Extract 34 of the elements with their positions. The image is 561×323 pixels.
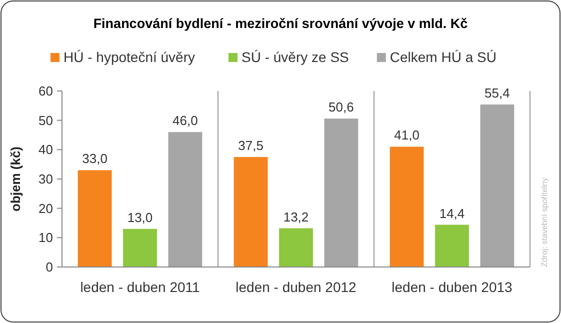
x-tick-label: leden - duben 2012 bbox=[236, 279, 357, 295]
data-label: 14,4 bbox=[439, 206, 465, 221]
x-tick-label: leden - duben 2013 bbox=[392, 279, 513, 295]
bar bbox=[78, 170, 112, 267]
legend-label: HÚ - hypoteční úvěry bbox=[64, 49, 195, 65]
y-axis-title: objem (kč) bbox=[8, 146, 23, 212]
bar bbox=[279, 228, 313, 267]
legend-label: Celkem HÚ a SÚ bbox=[390, 49, 496, 65]
y-tick-label: 30 bbox=[38, 172, 53, 187]
data-label: 13,2 bbox=[283, 209, 309, 224]
bar bbox=[123, 228, 157, 267]
data-label: 50,6 bbox=[328, 100, 354, 115]
y-tick-label: 60 bbox=[38, 84, 53, 99]
y-tick-label: 0 bbox=[46, 260, 53, 275]
bar bbox=[435, 224, 469, 267]
data-label: 46,0 bbox=[172, 113, 198, 128]
x-tick-label: leden - duben 2011 bbox=[80, 279, 200, 295]
y-tick-label: 50 bbox=[38, 112, 53, 128]
bar bbox=[324, 118, 358, 267]
y-tick-label: 40 bbox=[38, 142, 53, 158]
bar bbox=[234, 157, 268, 267]
bar bbox=[168, 132, 202, 267]
legend-label: SÚ - úvěry ze SS bbox=[242, 49, 349, 65]
chart-title: Financování bydlení - meziroční srovnání vývoje v mld. Kč bbox=[93, 16, 468, 31]
data-label: 33,0 bbox=[82, 151, 108, 166]
data-label: 13,0 bbox=[127, 210, 153, 225]
data-label: 55,4 bbox=[484, 85, 510, 100]
y-tick-label: 10 bbox=[38, 230, 53, 246]
text: Zdroj: stavební spořitelny bbox=[540, 178, 549, 267]
y-tick-label: 20 bbox=[38, 200, 53, 216]
bar bbox=[480, 104, 514, 267]
data-label: 41,0 bbox=[394, 128, 420, 143]
bar bbox=[390, 146, 424, 267]
data-label: 37,5 bbox=[238, 138, 264, 153]
